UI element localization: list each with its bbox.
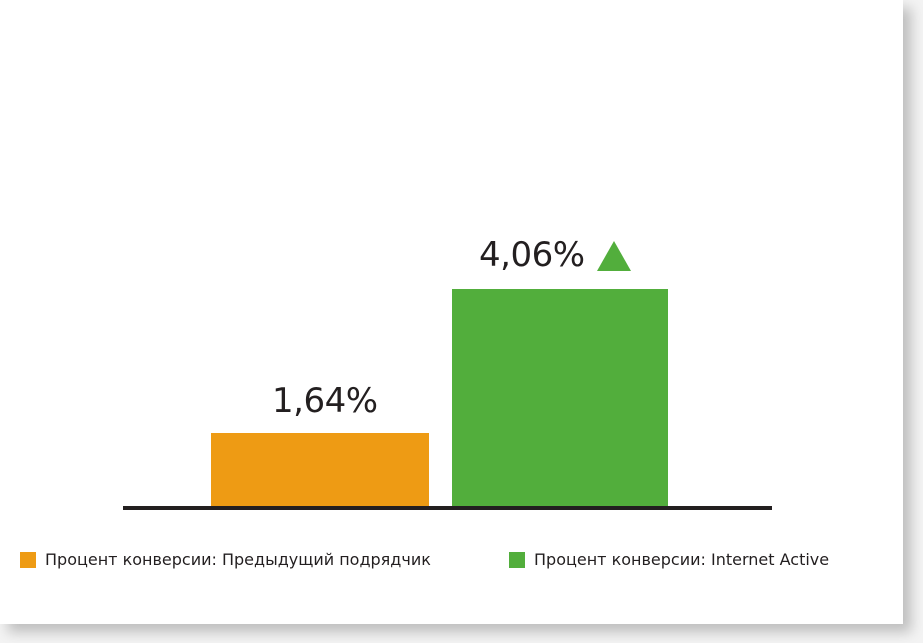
legend-swatch-green xyxy=(509,551,525,568)
bar-value-label-internet-active: 4,06% xyxy=(479,235,585,275)
legend-item-internet-active: Процент конверсии: Internet Active xyxy=(509,550,829,569)
bar-internet-active xyxy=(452,289,668,507)
legend-label: Процент конверсии: Предыдущий подрядчик xyxy=(45,550,431,569)
bar-value-label-previous: 1,64% xyxy=(272,381,378,421)
legend-label: Процент конверсии: Internet Active xyxy=(534,550,830,569)
chart-card: 1,64% 4,06% Процент конверсии: Предыдущи… xyxy=(0,0,903,624)
up-triangle-icon xyxy=(597,241,631,271)
legend-item-previous-contractor: Процент конверсии: Предыдущий подрядчик xyxy=(20,550,431,569)
x-axis-baseline xyxy=(123,506,772,510)
legend-swatch-orange xyxy=(20,551,36,568)
bar-previous-contractor xyxy=(211,433,429,507)
